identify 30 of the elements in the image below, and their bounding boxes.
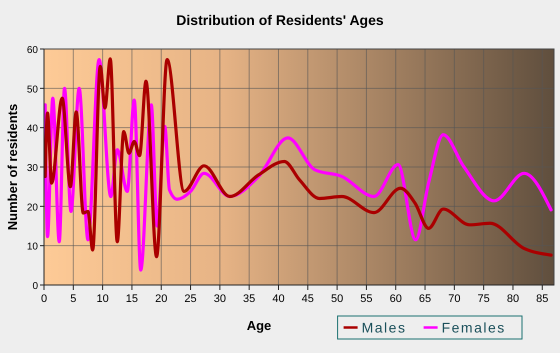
- y-axis-title: Number of residents: [5, 104, 20, 230]
- x-tick-label: 70: [448, 293, 460, 305]
- y-tick-label: 20: [26, 202, 38, 214]
- x-tick-label: 5: [70, 293, 76, 305]
- y-tick-label: 30: [26, 163, 38, 174]
- x-tick-label: 80: [506, 293, 520, 305]
- y-tick-label: 50: [26, 84, 38, 96]
- x-tick-label: 0: [40, 293, 48, 305]
- x-tick-label: 15: [126, 293, 138, 305]
- x-tick-label: 25: [184, 293, 197, 305]
- x-tick-label: 50: [330, 293, 344, 305]
- x-tick-label: 85: [536, 293, 548, 305]
- x-tick-label: 40: [272, 293, 285, 305]
- x-axis-title: Age: [246, 318, 272, 333]
- y-tick-label: 10: [26, 242, 38, 253]
- x-tick-label: 55: [360, 293, 373, 305]
- legend-label: Males: [362, 320, 406, 336]
- legend-label: Females: [442, 320, 506, 336]
- x-tick-label: 45: [302, 293, 314, 305]
- y-tick-label: 0: [32, 281, 38, 292]
- x-tick-label: 75: [478, 293, 490, 305]
- chart-title: Distribution of Residents' Ages: [176, 12, 384, 28]
- y-tick-label: 40: [26, 124, 38, 135]
- x-tick-label: 10: [96, 293, 109, 305]
- x-tick-label: 60: [390, 293, 402, 305]
- x-tick-label: 30: [214, 293, 226, 305]
- y-tick-label: 60: [26, 45, 38, 56]
- x-tick-label: 20: [155, 293, 168, 305]
- x-tick-label: 35: [243, 293, 256, 305]
- x-tick-label: 65: [418, 293, 432, 305]
